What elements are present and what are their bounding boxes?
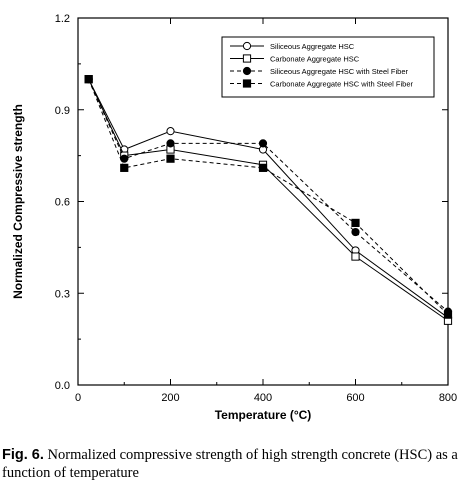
legend-label: Carbonate Aggregate HSC — [270, 55, 360, 64]
data-point-filled-square — [242, 79, 252, 88]
y-tick-label: 0.3 — [55, 288, 70, 300]
series-3 — [84, 75, 453, 316]
data-point-open-square — [351, 252, 360, 261]
series-line — [88, 78, 449, 312]
data-point-open-circle — [166, 127, 175, 136]
data-point-filled-circle — [120, 154, 129, 163]
y-tick-label: 0.9 — [55, 105, 70, 117]
x-tick-label: 600 — [346, 392, 364, 404]
data-point-filled-square — [351, 218, 360, 228]
data-point-open-circle — [242, 41, 252, 51]
chart: 0 200 400 600 800 0.0 0.3 0.6 0.9 1.2 Siliceous A… — [11, 13, 457, 422]
series-line — [88, 78, 449, 322]
x-tick-label: 800 — [439, 392, 457, 404]
y-tick-label: 0.0 — [55, 380, 70, 392]
x-tick-label: 400 — [254, 392, 272, 404]
caption-label: Fig. 6. — [2, 447, 44, 463]
data-point-filled-square — [258, 163, 268, 172]
data-point-open-square — [242, 54, 252, 63]
x-axis-title: Temperature (°C) — [215, 408, 312, 422]
y-tick-label: 0.6 — [55, 197, 70, 209]
series-2 — [84, 75, 453, 325]
y-axis-title: Normalized Compressive strength — [11, 104, 25, 299]
data-point-filled-square — [443, 310, 453, 319]
figure-caption: Fig. 6. Normalized compressive strength … — [2, 446, 472, 482]
legend: Siliceous Aggregate HSC Carbonate Aggrega… — [221, 36, 435, 98]
series-1 — [84, 75, 453, 322]
data-point-filled-square — [166, 154, 175, 163]
legend-label: Siliceous Aggregate HSC — [270, 42, 355, 51]
data-point-filled-circle — [166, 139, 175, 148]
x-tick-label: 0 — [75, 392, 81, 404]
data-point-filled-square — [120, 163, 129, 172]
data-point-filled-square — [84, 75, 93, 84]
caption-text: Normalized compressive strength of high … — [2, 447, 458, 481]
axes: 0 200 400 600 800 0.0 0.3 0.6 0.9 1.2 — [55, 13, 457, 404]
series-layer — [84, 75, 453, 325]
legend-label: Carbonate Aggregate HSC with Steel Fiber — [270, 80, 413, 89]
data-point-filled-circle — [351, 227, 360, 237]
data-point-filled-circle — [242, 66, 252, 76]
data-point-filled-circle — [258, 139, 268, 148]
x-tick-label: 200 — [161, 392, 179, 404]
legend-box — [221, 36, 435, 98]
y-tick-label: 1.2 — [55, 13, 70, 25]
series-line — [88, 78, 449, 319]
series-4 — [84, 75, 453, 319]
legend-label: Siliceous Aggregate HSC with Steel Fiber — [270, 67, 408, 76]
series-line — [88, 78, 449, 316]
